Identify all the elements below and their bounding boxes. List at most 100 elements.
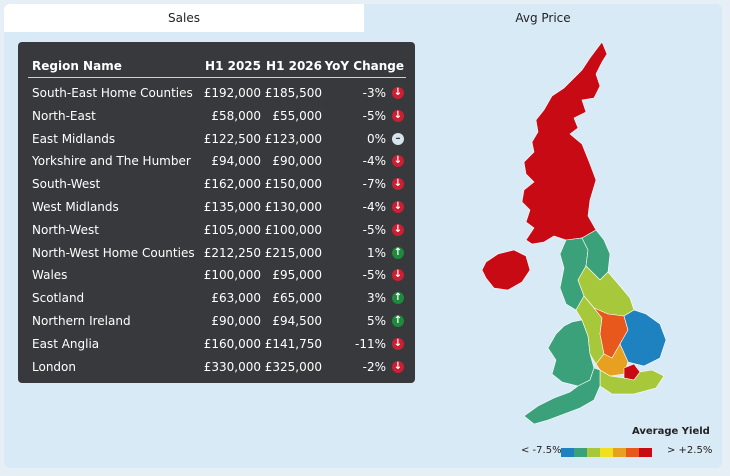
regional-price-table: Region Name H1 2025 H1 2026 YoY Change S… [18, 42, 415, 383]
header-h1-2026: H1 2026 [266, 59, 322, 73]
legend-swatch [626, 448, 639, 457]
legend-swatch [574, 448, 587, 457]
table-row: North-West £105,000 £100,000 -5% ↓ [28, 219, 406, 241]
region-scotland[interactable] [521, 41, 608, 245]
table-row: Wales £100,000 £95,000 -5% ↓ [28, 264, 406, 286]
legend-swatch [587, 448, 600, 457]
arrow-up-icon: ↑ [392, 292, 404, 305]
h1-2026-cell: £141,750 [264, 336, 322, 351]
arrow-down-icon: ↓ [392, 360, 404, 373]
legend-low-label: < -7.5% [521, 445, 562, 456]
region-name-cell: South-East Home Counties [32, 86, 193, 100]
region-northern-ireland[interactable] [481, 249, 531, 291]
region-name-cell: North-West Home Counties [32, 245, 195, 260]
region-name-cell: West Midlands [32, 200, 119, 214]
region-name-cell: East Anglia [32, 336, 100, 351]
yoy-change-cell: 1% [366, 245, 386, 260]
arrow-down-icon: ↓ [392, 155, 404, 168]
header-yoy-change: YoY Change [324, 59, 404, 73]
table-row: West Midlands £135,000 £130,000 -4% ↓ [28, 196, 406, 218]
h1-2026-cell: £123,000 [264, 131, 322, 146]
h1-2025-cell: £105,000 [203, 222, 261, 237]
legend-swatch [600, 448, 613, 457]
table-row: East Anglia £160,000 £141,750 -11% ↓ [28, 333, 406, 355]
h1-2026-cell: £55,000 [272, 108, 322, 123]
uk-yield-map [481, 41, 667, 425]
yoy-change-cell: 3% [366, 291, 386, 306]
yoy-change-cell: -4% [362, 154, 386, 169]
tab-bar: Sales Avg Price [4, 4, 722, 32]
yoy-change-cell: -5% [362, 268, 386, 283]
table-row: North-East £58,000 £55,000 -5% ↓ [28, 105, 406, 127]
yoy-change-cell: -5% [362, 222, 386, 237]
legend-high-label: > +2.5% [667, 445, 713, 456]
legend-title: Average Yield [632, 426, 710, 437]
arrow-down-icon: ↓ [392, 178, 404, 191]
table-row: South-West £162,000 £150,000 -7% ↓ [28, 173, 406, 195]
h1-2025-cell: £192,000 [203, 86, 261, 100]
h1-2026-cell: £130,000 [264, 200, 322, 214]
h1-2026-cell: £325,000 [264, 359, 322, 374]
h1-2026-cell: £100,000 [264, 222, 322, 237]
legend-swatch [613, 448, 626, 457]
dashboard-panel: Sales Avg Price Region Name H1 2025 H1 2… [4, 4, 722, 468]
region-name-cell: Scotland [32, 291, 85, 306]
region-south-west[interactable] [523, 367, 601, 425]
h1-2025-cell: £162,000 [203, 177, 261, 192]
yoy-change-cell: -3% [362, 86, 386, 100]
h1-2025-cell: £58,000 [211, 108, 261, 123]
legend-color-scale [561, 448, 652, 457]
h1-2025-cell: £330,000 [203, 359, 261, 374]
legend-swatch [639, 448, 652, 457]
table-row: South-East Home Counties £192,000 £185,500… [28, 82, 406, 104]
header-h1-2025: H1 2025 [205, 59, 261, 73]
table-row: London £330,000 £325,000 -2% ↓ [28, 356, 406, 378]
h1-2025-cell: £90,000 [211, 314, 261, 328]
table-row: Northern Ireland £90,000 £94,500 5% ↑ [28, 310, 406, 332]
region-south-east-home-counties[interactable] [599, 369, 665, 395]
region-east-anglia[interactable] [619, 309, 667, 367]
region-name-cell: North-East [32, 108, 96, 123]
arrow-down-icon: ↓ [392, 87, 404, 99]
yoy-change-cell: -5% [362, 108, 386, 123]
table-row: North-West Home Counties £212,250 £215,000… [28, 242, 406, 264]
header-region: Region Name [32, 59, 122, 73]
region-name-cell: South-West [32, 177, 101, 192]
arrow-down-icon: ↓ [392, 337, 404, 350]
tab-avg-price[interactable]: Avg Price [364, 4, 722, 32]
h1-2026-cell: £150,000 [264, 177, 322, 192]
table-row: Yorkshire and The Humber £94,000 £90,000 -4… [28, 150, 406, 172]
region-name-cell: Northern Ireland [32, 314, 131, 328]
yoy-change-cell: 5% [366, 314, 386, 328]
table-row: Scotland £63,000 £65,000 3% ↑ [28, 287, 406, 309]
h1-2026-cell: £185,500 [264, 86, 322, 100]
arrow-up-icon: ↑ [392, 315, 404, 327]
region-name-cell: Wales [32, 268, 68, 283]
h1-2026-cell: £95,000 [272, 268, 322, 283]
region-name-cell: North-West [32, 222, 99, 237]
region-name-cell: Yorkshire and The Humber [32, 154, 191, 169]
h1-2026-cell: £215,000 [264, 245, 322, 260]
h1-2025-cell: £122,500 [203, 131, 261, 146]
h1-2025-cell: £100,000 [203, 268, 261, 283]
yoy-change-cell: -11% [354, 336, 386, 351]
h1-2025-cell: £63,000 [211, 291, 261, 306]
yoy-change-cell: -2% [362, 359, 386, 374]
arrow-down-icon: ↓ [392, 223, 404, 236]
minus-icon: – [392, 132, 404, 145]
h1-2026-cell: £65,000 [272, 291, 322, 306]
arrow-down-icon: ↓ [392, 269, 404, 282]
h1-2025-cell: £160,000 [203, 336, 261, 351]
h1-2025-cell: £94,000 [211, 154, 261, 169]
table-row: East Midlands £122,500 £123,000 0% – [28, 128, 406, 150]
tab-sales[interactable]: Sales [4, 4, 364, 32]
h1-2025-cell: £135,000 [203, 200, 261, 214]
h1-2025-cell: £212,250 [203, 245, 261, 260]
h1-2026-cell: £90,000 [272, 154, 322, 169]
arrow-up-icon: ↑ [392, 246, 404, 259]
arrow-down-icon: ↓ [392, 201, 404, 213]
h1-2026-cell: £94,500 [272, 314, 322, 328]
legend-swatch [561, 448, 574, 457]
region-name-cell: East Midlands [32, 131, 116, 146]
yoy-change-cell: 0% [366, 131, 386, 146]
